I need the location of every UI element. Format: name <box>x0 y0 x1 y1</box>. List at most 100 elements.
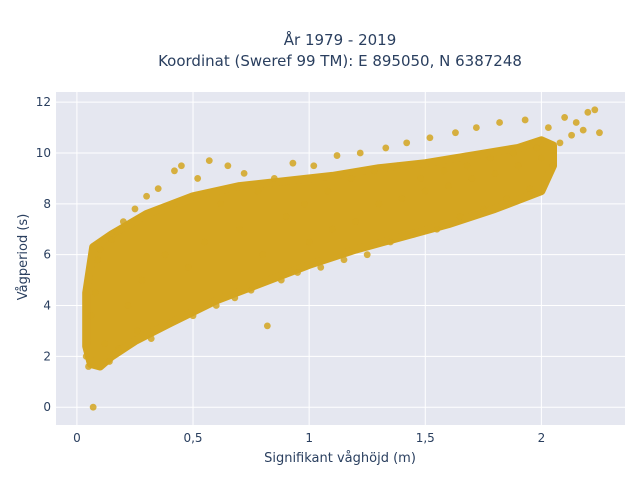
data-point <box>240 169 248 177</box>
data-point <box>305 238 313 246</box>
data-point <box>561 114 569 121</box>
data-point <box>456 213 464 220</box>
data-point <box>115 345 123 353</box>
x-tick-label: 0,5 <box>183 431 202 445</box>
chart-title-line-1: År 1979 - 2019 <box>284 30 397 49</box>
data-point <box>398 195 406 203</box>
data-point <box>363 251 371 259</box>
data-point <box>370 167 378 175</box>
data-point <box>201 238 209 246</box>
data-point <box>510 149 517 157</box>
data-point <box>147 335 155 342</box>
data-points <box>82 106 603 411</box>
data-point <box>387 238 394 246</box>
x-tick-label: 2 <box>538 431 546 445</box>
data-point <box>503 195 510 203</box>
data-point <box>171 167 178 175</box>
data-point <box>92 289 99 297</box>
data-point <box>468 175 476 182</box>
data-point <box>154 185 162 192</box>
data-point <box>491 169 499 177</box>
data-point <box>514 162 522 170</box>
data-point <box>143 192 150 200</box>
data-point <box>417 175 425 182</box>
data-point <box>282 213 290 220</box>
y-tick-label: 4 <box>43 299 51 313</box>
data-point <box>236 225 243 233</box>
data-point <box>521 116 529 124</box>
x-tick-label: 1,5 <box>416 431 435 445</box>
data-point <box>533 144 541 152</box>
data-point <box>294 269 301 276</box>
data-point <box>89 403 97 411</box>
data-point <box>82 352 90 360</box>
data-point <box>217 200 225 208</box>
data-point <box>394 162 401 170</box>
data-point <box>556 139 564 147</box>
data-point <box>421 187 429 195</box>
data-point <box>537 154 545 162</box>
data-point <box>317 263 325 271</box>
data-point <box>259 251 267 259</box>
y-tick-label: 8 <box>43 197 51 211</box>
data-point <box>596 129 603 137</box>
data-point <box>328 225 336 233</box>
data-point <box>352 218 359 226</box>
data-point <box>572 119 580 126</box>
data-point <box>94 256 102 264</box>
data-point <box>224 162 232 170</box>
data-point <box>133 327 141 335</box>
data-point <box>212 302 220 309</box>
data-point <box>87 312 95 320</box>
data-point <box>486 154 494 162</box>
data-point <box>96 246 104 254</box>
data-point <box>340 256 348 264</box>
data-point <box>426 134 434 142</box>
data-point <box>112 228 120 236</box>
data-point <box>375 200 383 208</box>
y-axis-label: Vågperiod (s) <box>16 214 31 301</box>
data-point <box>289 159 297 167</box>
data-point <box>463 162 471 170</box>
chart-title-line-2: Koordinat (Sweref 99 TM): E 895050, N 63… <box>158 52 522 70</box>
x-axis-label: Signifikant våghöjd (m) <box>264 451 416 466</box>
data-point <box>189 312 197 320</box>
y-tick-label: 12 <box>36 95 51 109</box>
y-tick-label: 2 <box>43 349 51 363</box>
data-point <box>254 187 262 195</box>
data-point <box>310 162 318 170</box>
y-tick-label: 10 <box>36 146 51 160</box>
data-point <box>178 162 185 170</box>
data-point <box>124 302 132 309</box>
data-point <box>270 175 278 182</box>
data-point <box>119 218 127 226</box>
data-point <box>277 276 285 284</box>
data-point <box>205 157 213 165</box>
data-point <box>410 230 418 238</box>
data-point <box>452 129 459 137</box>
data-point <box>194 175 202 182</box>
data-point <box>568 131 575 139</box>
dense-point-cloud <box>82 136 558 371</box>
data-point <box>347 175 355 182</box>
data-point <box>85 363 92 370</box>
x-tick-label: 0 <box>73 431 81 445</box>
y-tick-label: 0 <box>43 400 51 414</box>
data-point <box>356 149 364 157</box>
data-point <box>184 263 192 271</box>
data-point <box>544 124 552 131</box>
data-point <box>138 276 146 284</box>
data-point <box>440 167 448 175</box>
data-point <box>433 225 441 233</box>
data-point <box>324 187 332 195</box>
data-point <box>496 119 503 126</box>
data-point <box>108 236 116 243</box>
data-point <box>584 108 592 116</box>
data-point <box>166 319 174 327</box>
data-point <box>549 162 557 170</box>
data-point <box>333 152 341 159</box>
data-point <box>131 205 139 213</box>
data-point <box>161 251 169 259</box>
data-point <box>579 126 587 134</box>
